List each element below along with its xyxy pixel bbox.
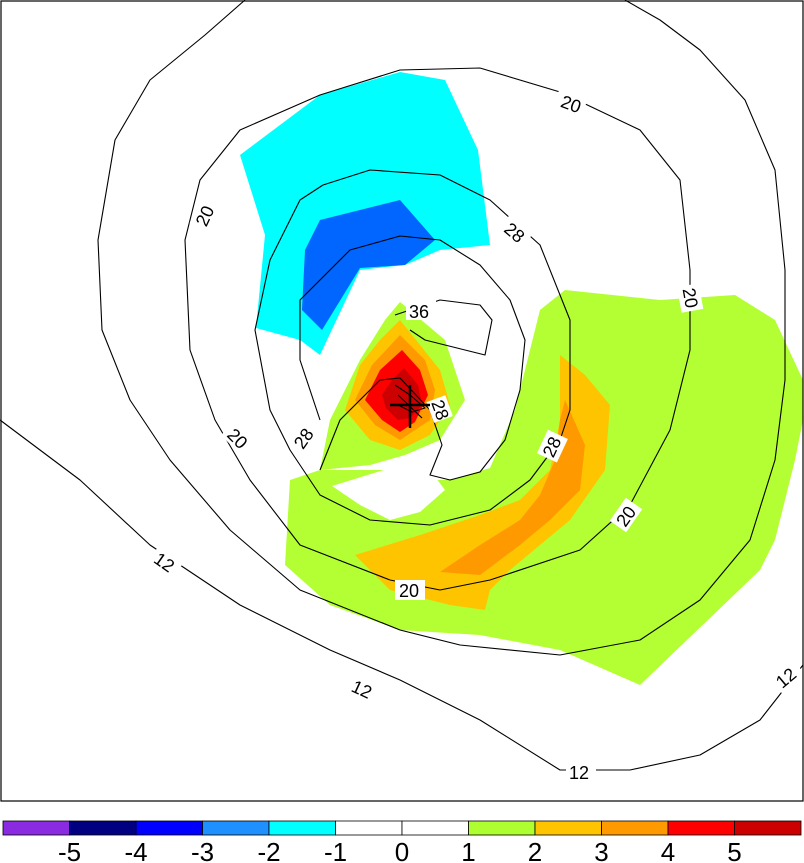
colorbar-swatch bbox=[135, 820, 203, 836]
contour-label-20-right: 20 bbox=[679, 286, 702, 309]
contour-12-outer bbox=[0, 419, 804, 771]
colorbar-swatch bbox=[268, 820, 336, 836]
colorbar-labels: -5 -4 -3 -2 -1 0 1 2 3 4 5 bbox=[58, 837, 742, 863]
colorbar-tick-label: 5 bbox=[727, 837, 741, 863]
colorbar-swatch bbox=[734, 820, 802, 836]
colorbar-swatch bbox=[468, 820, 536, 836]
contour-36-core bbox=[394, 299, 493, 356]
colorbar-tick-label: -3 bbox=[191, 837, 214, 863]
colorbar-tick-label: -2 bbox=[257, 837, 280, 863]
colorbar-tick-label: 3 bbox=[594, 837, 608, 863]
colorbar-tick-label: -4 bbox=[124, 837, 147, 863]
colorbar-swatches bbox=[2, 820, 802, 836]
map-border bbox=[0, 0, 804, 802]
contour-label-36: 36 bbox=[409, 302, 429, 322]
contour-28-inner bbox=[299, 235, 526, 481]
contour-label-12-bottom: 12 bbox=[569, 763, 589, 783]
colorbar-swatch bbox=[601, 820, 669, 836]
contour-28-ring bbox=[254, 169, 571, 526]
white-gap bbox=[332, 465, 445, 520]
colorbar-tick-label: 4 bbox=[661, 837, 675, 863]
colorbar-tick-label: 0 bbox=[395, 837, 409, 863]
colorbar-swatch bbox=[667, 820, 735, 836]
contour-12-top bbox=[97, 0, 786, 656]
contour-lines bbox=[0, 0, 804, 771]
colorbar-tick-label: -5 bbox=[58, 837, 81, 863]
colorbar-tick-label: 1 bbox=[461, 837, 475, 863]
colorbar: -5 -4 -3 -2 -1 0 1 2 3 4 5 bbox=[2, 820, 802, 863]
positive-anomaly-darkred-core bbox=[382, 368, 422, 420]
contour-label-20-bottom: 20 bbox=[399, 581, 419, 601]
negative-anomaly-blue bbox=[302, 200, 435, 330]
colorbar-tick-label: 2 bbox=[528, 837, 542, 863]
cross-marker-icon bbox=[390, 385, 430, 428]
colorbar-swatch bbox=[69, 820, 137, 836]
colorbar-swatch bbox=[202, 820, 270, 836]
colorbar-swatch bbox=[401, 820, 469, 836]
colorbar-swatch bbox=[2, 820, 70, 836]
positive-anomaly-orange bbox=[440, 400, 585, 575]
colorbar-swatch bbox=[335, 820, 403, 836]
positive-anomaly-yellow bbox=[355, 355, 610, 610]
contour-inner-small bbox=[394, 384, 426, 413]
colorbar-tick-label: -1 bbox=[324, 837, 347, 863]
colorbar-swatch bbox=[534, 820, 602, 836]
